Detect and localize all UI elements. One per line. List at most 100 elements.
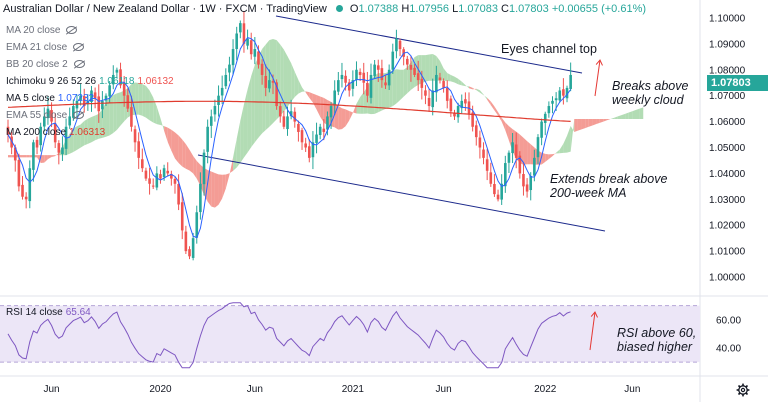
candle-down (424, 90, 427, 96)
candle-down (453, 113, 456, 117)
candle-down (133, 129, 137, 143)
symbol-title[interactable]: Australian Dollar / New Zealand Dollar ·… (3, 3, 327, 15)
candle-down (278, 106, 282, 117)
cloud-bear-segment (164, 126, 168, 143)
candle-up (533, 157, 536, 176)
candle-up (289, 111, 293, 117)
cloud-bear-segment (218, 174, 223, 205)
cloud-bear-segment (312, 93, 317, 110)
legend-bb[interactable]: BB 20 close 2 (6, 59, 85, 70)
annotation-ma-break-line2: 200-week MA (550, 186, 627, 200)
cloud-bear-segment (527, 141, 531, 165)
candle-up (326, 116, 329, 130)
rsi-line (7, 302, 571, 369)
cloud-bear-segment (548, 154, 553, 160)
candle-down (380, 68, 384, 81)
cloud-bear-segment (574, 119, 578, 132)
price-tick-label: 1.02000 (709, 221, 746, 232)
cloud-bear-segment (490, 101, 495, 111)
candle-down (471, 112, 474, 127)
ohlc-close: 1.07803 (509, 3, 549, 15)
hidden-eye-icon[interactable] (66, 26, 78, 34)
cloud-bull-segment (429, 53, 433, 81)
time-tick-label: 2020 (149, 384, 172, 395)
candle-down (489, 172, 493, 184)
cloud-bear-segment (341, 108, 346, 130)
cloud-bull-segment (73, 126, 77, 152)
candle-down (344, 75, 347, 83)
ohlc-low: 1.07083 (458, 3, 498, 15)
hidden-eye-icon[interactable] (73, 43, 85, 51)
cloud-bear-segment (469, 86, 473, 90)
candle-down (50, 110, 53, 122)
candle-down (358, 71, 362, 75)
cloud-bull-segment (483, 94, 488, 100)
cloud-bull-segment (233, 138, 237, 171)
hidden-eye-icon[interactable] (73, 111, 85, 119)
candle-up (209, 116, 213, 126)
candle-down (522, 173, 525, 187)
cloud-bear-segment (211, 171, 215, 208)
candle-down (177, 184, 180, 205)
candle-up (155, 173, 159, 188)
cloud-bull-segment (287, 56, 292, 107)
candle-up (46, 108, 50, 119)
legend-ema21[interactable]: EMA 21 close (6, 42, 85, 53)
cloud-bear-segment (185, 144, 190, 171)
candle-down (93, 92, 97, 99)
candle-up (355, 69, 358, 80)
settings-gear-icon[interactable] (736, 383, 750, 397)
candle-down (180, 202, 184, 231)
cloud-bull-segment (556, 149, 560, 154)
cloud-bear-segment (207, 169, 212, 207)
candle-down (264, 75, 268, 88)
candle-up (315, 134, 318, 143)
price-tick-label: 1.03000 (709, 195, 746, 206)
legend-ichimoku[interactable]: Ichimoku 9 26 52 26 1.06118 1.06132 (6, 76, 174, 87)
candle-down (413, 67, 416, 75)
candle-up (231, 49, 235, 66)
candle-up (286, 116, 289, 130)
cloud-bear-segment (182, 139, 186, 169)
price-axis: 1.10000 1.09000 1.08000 1.07000 1.06000 1.050… (43, 13, 745, 395)
candle-up (554, 98, 558, 101)
cloud-bear-segment (487, 97, 491, 106)
rsi-arrow-head (590, 311, 598, 318)
cloud-bull-segment (265, 40, 270, 130)
legend-ema55[interactable]: EMA 55 close (6, 110, 85, 121)
cloud-bull-segment (236, 120, 241, 168)
candle-down (293, 111, 297, 122)
candle-down (6, 126, 10, 135)
candle-up (68, 116, 72, 126)
legend-rsi[interactable]: RSI 14 close 65.64 (6, 307, 91, 318)
legend-ma5[interactable]: MA 5 close 1.07232 (6, 93, 94, 104)
candle-up (253, 49, 257, 57)
cloud-bull-segment (113, 93, 117, 134)
cloud-bull-segment (149, 90, 154, 123)
candle-down (347, 82, 351, 91)
candle-up (511, 142, 514, 154)
last-price-label: 1.07803 (707, 75, 768, 91)
legend-ma20[interactable]: MA 20 close (6, 25, 78, 36)
hidden-eye-icon[interactable] (73, 60, 85, 68)
legend-ma200[interactable]: MA 200 close 1.06313 (6, 127, 105, 138)
cloud-bear-segment (472, 87, 477, 91)
candle-up (340, 74, 344, 80)
candle-up (239, 23, 242, 33)
cloud-bull-segment (479, 90, 484, 96)
annotation-arrows (589, 59, 603, 351)
cloud-bear-segment (196, 161, 201, 186)
cloud-bull-segment (465, 85, 470, 89)
candle-down (21, 184, 24, 197)
candle-down (416, 73, 420, 81)
cloud-bull-segment (635, 108, 640, 119)
cloud-bear-segment (541, 152, 546, 165)
channel-upper-line (275, 15, 583, 74)
candle-down (17, 159, 21, 187)
candle-up (329, 106, 333, 118)
cloud-bull-segment (447, 72, 451, 82)
cloud-bull-segment (254, 56, 259, 143)
cloud-bull-segment (432, 53, 437, 81)
ichimoku-cloud (8, 38, 644, 208)
